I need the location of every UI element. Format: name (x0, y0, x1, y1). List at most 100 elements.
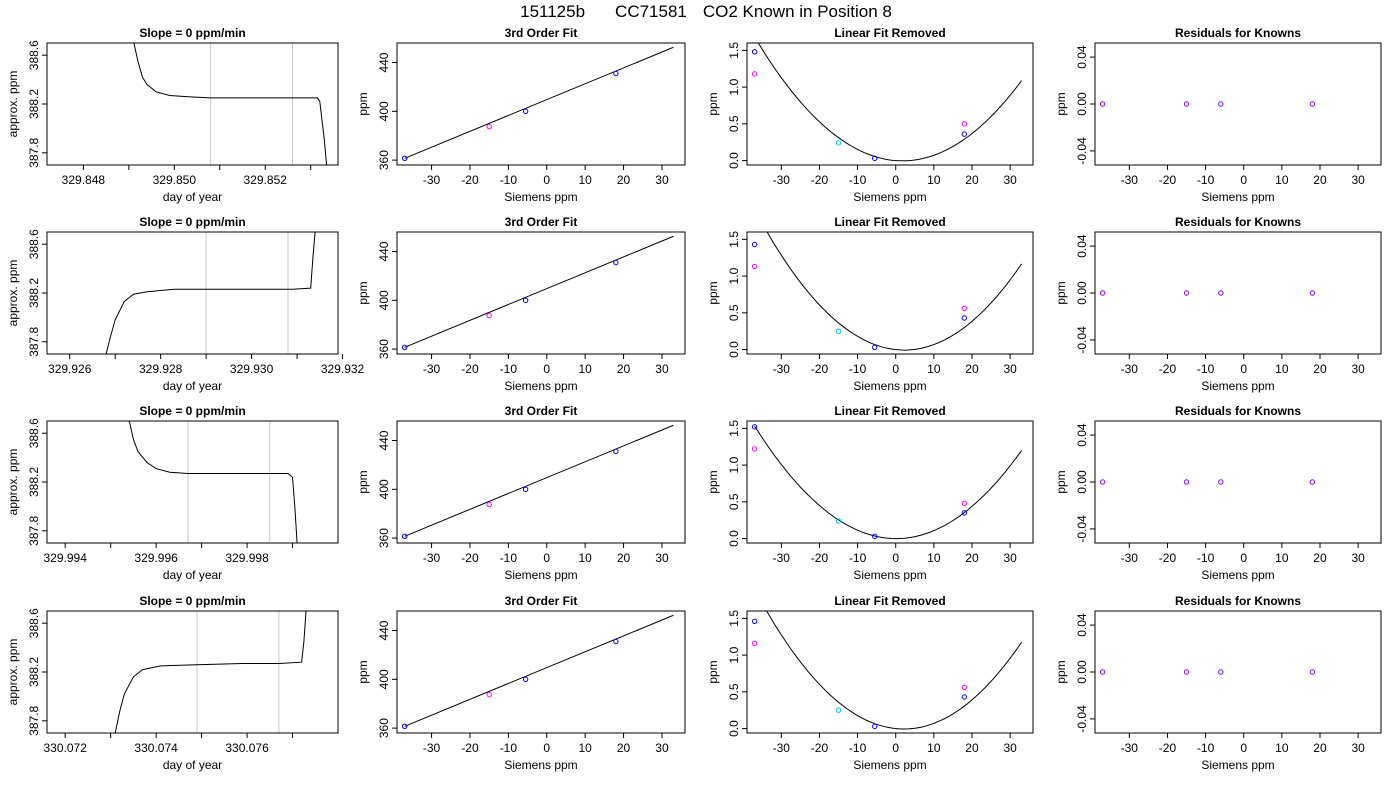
panel-0-1: Slope = 0 ppm/min 329.926 329.928 329.930 32… (6, 215, 365, 393)
plot-frame (46, 42, 339, 166)
panel-title: Residuals for Knowns (1175, 594, 1301, 608)
y-tick-label: 1.0 (727, 78, 741, 95)
data-point (613, 259, 619, 266)
data-point (961, 500, 968, 507)
x-tick-label: 30 (1351, 741, 1365, 755)
panel-title: Residuals for Knowns (1175, 26, 1301, 40)
plot-frame (746, 42, 1034, 166)
fit-line (404, 46, 674, 159)
x-tick-label: 30 (1003, 551, 1017, 565)
x-tick-label: 0 (543, 551, 550, 565)
panel-title: 3rd Order Fit (505, 404, 578, 418)
fit-curve (766, 232, 1023, 351)
y-tick-label: 0.00 (1075, 470, 1089, 494)
x-axis-label: Siemens ppm (853, 190, 926, 204)
plot-area (105, 232, 316, 354)
plot-frame (396, 610, 686, 734)
data-point (961, 684, 968, 691)
y-tick-label: 440 (377, 430, 391, 450)
y-tick-label: 1.5 (727, 231, 741, 248)
fit-curve (754, 425, 1023, 540)
y-tick-label: 387.8 (27, 515, 41, 545)
data-point (401, 723, 408, 729)
y-tick-label: 388.2 (27, 278, 41, 308)
fit-line (404, 424, 674, 537)
y-tick-label: 387.8 (27, 326, 41, 356)
y-tick-label: 0.00 (1075, 660, 1089, 684)
x-tick-label: 0 (543, 741, 550, 755)
ppm-trace (114, 611, 307, 733)
y-tick-label: -0.04 (1075, 137, 1089, 165)
data-point (1183, 101, 1190, 107)
data-point (835, 140, 842, 146)
y-tick-label: -0.04 (1075, 705, 1089, 733)
y-axis-label: ppm (356, 281, 370, 304)
data-point (835, 328, 842, 334)
plot-area (404, 235, 674, 348)
y-axis-label: approx. ppm (6, 260, 20, 327)
x-tick-label: -30 (773, 173, 791, 187)
figure-suptitle: 151125b CC71581 CO2 Known in Position 8 (520, 2, 892, 21)
ppm-trace (128, 421, 298, 543)
data-point (751, 71, 758, 77)
data-point (522, 486, 529, 493)
x-tick-label: 30 (1351, 551, 1365, 565)
data-point (613, 638, 619, 645)
data-point (872, 344, 878, 351)
y-tick-label: 0.00 (1075, 281, 1089, 305)
panel-title: Slope = 0 ppm/min (139, 215, 245, 229)
y-tick-label: 388.2 (27, 89, 41, 119)
data-point (1099, 290, 1106, 296)
x-tick-label: -10 (849, 173, 867, 187)
x-tick-label: 329.852 (244, 173, 288, 187)
x-tick-label: 0 (892, 173, 899, 187)
x-tick-label: 10 (927, 173, 941, 187)
data-point (1309, 290, 1316, 296)
x-tick-label: 10 (578, 741, 592, 755)
y-axis-label: ppm (356, 660, 370, 683)
data-point (1183, 290, 1190, 296)
data-point (1218, 669, 1224, 675)
x-tick-label: 329.932 (321, 362, 365, 376)
x-tick-label: -20 (1159, 551, 1177, 565)
plot-area (404, 424, 674, 537)
x-tick-label: -30 (1121, 362, 1139, 376)
x-tick-label: -10 (849, 741, 867, 755)
panel-title: Linear Fit Removed (834, 26, 945, 40)
y-tick-label: 387.8 (27, 137, 41, 167)
y-axis-label: approx. ppm (6, 449, 20, 516)
data-point (835, 707, 842, 713)
x-tick-label: 0 (1240, 551, 1247, 565)
data-point (486, 123, 492, 130)
x-tick-label: -20 (1159, 741, 1177, 755)
x-tick-label: 30 (655, 362, 669, 376)
y-tick-label: 0.0 (727, 720, 741, 737)
panel-3-0: Residuals for Knowns -30 -20 -10 0 10 20 30 -0.0… (1054, 26, 1382, 204)
data-point (835, 518, 842, 524)
y-tick-label: 360 (377, 339, 391, 359)
plot-frame (396, 420, 686, 544)
x-tick-label: 330.074 (134, 741, 178, 755)
fit-curve (757, 43, 1022, 162)
x-tick-label: 10 (927, 551, 941, 565)
panel-3-2: Residuals for Knowns -30 -20 -10 0 10 20 30 -0.0… (1054, 404, 1382, 582)
data-point (1183, 479, 1190, 485)
x-axis-label: Siemens ppm (504, 379, 577, 393)
x-tick-label: 30 (655, 551, 669, 565)
data-point (961, 694, 968, 700)
plot-frame (396, 42, 686, 166)
x-tick-label: 329.994 (43, 551, 87, 565)
x-axis-label: day of year (163, 758, 222, 772)
data-point (961, 131, 968, 137)
y-tick-label: 387.8 (27, 705, 41, 735)
y-axis-label: ppm (356, 470, 370, 493)
y-axis-label: approx. ppm (6, 639, 20, 706)
y-tick-label: 1.5 (727, 420, 741, 437)
y-tick-label: 1.5 (727, 610, 741, 627)
y-tick-label: 0.04 (1075, 45, 1089, 69)
y-tick-label: 1.0 (727, 267, 741, 284)
y-tick-label: 0.5 (727, 493, 741, 510)
panel-title: 3rd Order Fit (505, 26, 578, 40)
data-point (1099, 669, 1106, 675)
